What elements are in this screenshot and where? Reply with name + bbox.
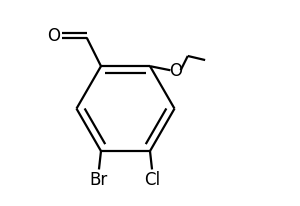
Text: Cl: Cl [144,170,160,188]
Text: Br: Br [90,170,108,188]
Text: O: O [169,62,182,80]
Text: O: O [47,27,61,45]
